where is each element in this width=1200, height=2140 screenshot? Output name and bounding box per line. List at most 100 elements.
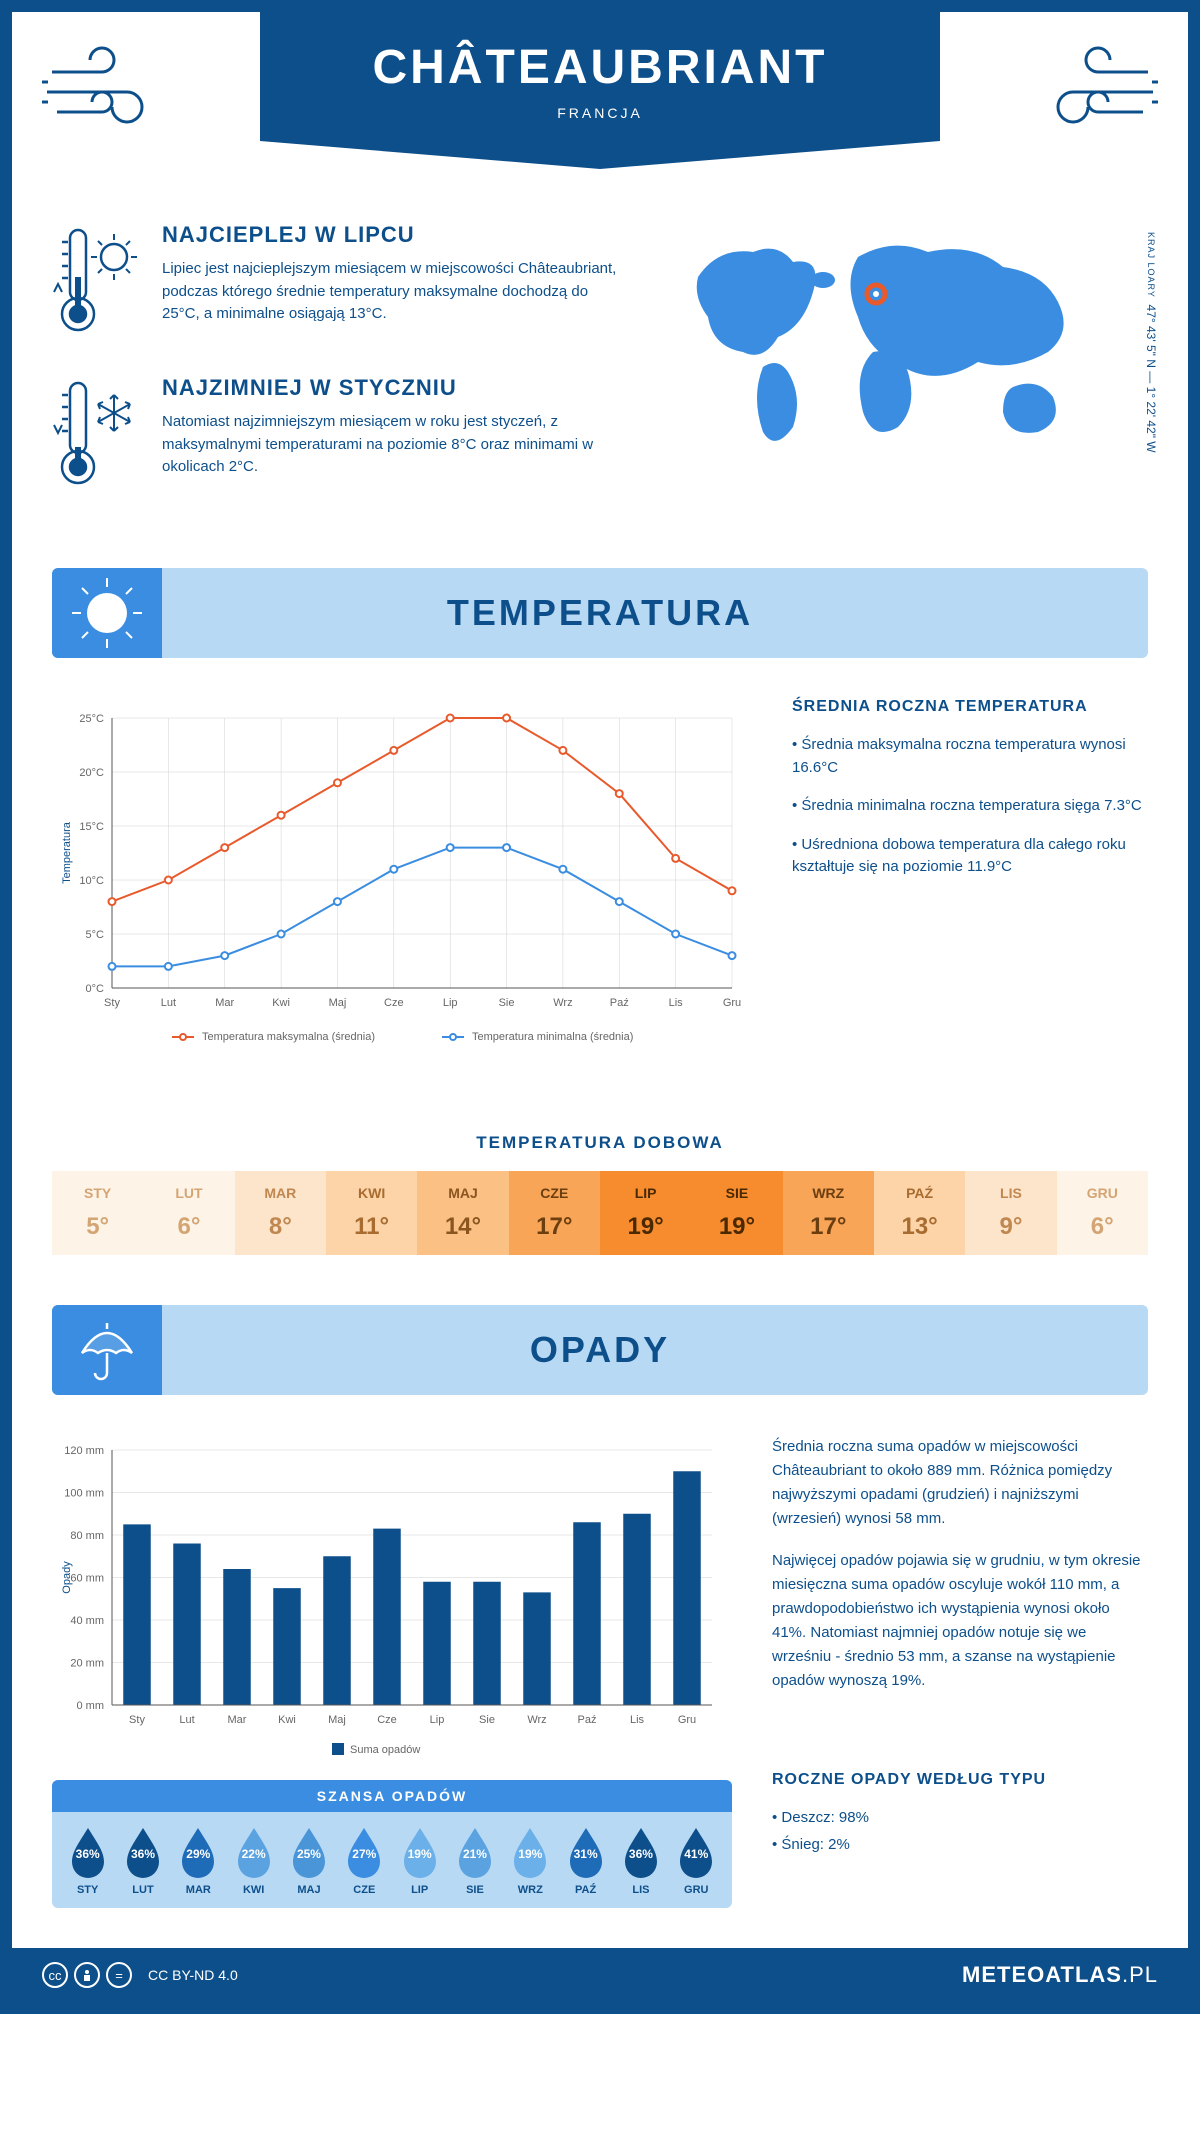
svg-text:20 mm: 20 mm [70, 1658, 104, 1670]
infographic-page: CHÂTEAUBRIANT FRANCJA NAJCIEPLEJ W LIPCU… [0, 0, 1200, 2014]
svg-text:80 mm: 80 mm [70, 1530, 104, 1542]
svg-text:20°C: 20°C [79, 767, 104, 779]
wind-icon [42, 42, 182, 147]
daily-cell: LUT6° [143, 1171, 234, 1255]
daily-cell: LIS9° [965, 1171, 1056, 1255]
svg-text:120 mm: 120 mm [64, 1445, 104, 1457]
temp-bullet: • Średnia minimalna roczna temperatura s… [792, 795, 1148, 818]
temperature-title: TEMPERATURA [447, 592, 753, 634]
svg-text:Cze: Cze [377, 1714, 397, 1726]
svg-text:Mar: Mar [228, 1714, 247, 1726]
daily-cell: MAR8° [235, 1171, 326, 1255]
precip-snow: • Śnieg: 2% [772, 1834, 1148, 1857]
chance-cell: 25%MAJ [281, 1824, 336, 1896]
cc-icon: cc [42, 1962, 68, 1988]
svg-text:Maj: Maj [328, 1714, 346, 1726]
svg-text:Lis: Lis [630, 1714, 645, 1726]
precip-text-2: Najwięcej opadów pojawia się w grudniu, … [772, 1549, 1148, 1693]
svg-text:100 mm: 100 mm [64, 1488, 104, 1500]
svg-text:Wrz: Wrz [553, 997, 572, 1009]
svg-text:40 mm: 40 mm [70, 1615, 104, 1627]
svg-text:5°C: 5°C [86, 929, 105, 941]
avg-temp-title: ŚREDNIA ROCZNA TEMPERATURA [792, 698, 1148, 716]
svg-text:Opady: Opady [61, 1561, 73, 1594]
svg-text:Mar: Mar [215, 997, 234, 1009]
fact-coldest-title: NAJZIMNIEJ W STYCZNIU [162, 375, 628, 401]
daily-cell: CZE17° [509, 1171, 600, 1255]
svg-text:0°C: 0°C [86, 983, 105, 995]
temperature-section-banner: TEMPERATURA [52, 568, 1148, 658]
brand: METEOATLAS.PL [962, 1962, 1158, 1988]
daily-cell: PAŹ13° [874, 1171, 965, 1255]
svg-text:60 mm: 60 mm [70, 1573, 104, 1585]
daily-cell: KWI11° [326, 1171, 417, 1255]
chance-cell: 36%LIS [613, 1824, 668, 1896]
daily-temp-table: STY5°LUT6°MAR8°KWI11°MAJ14°CZE17°LIP19°S… [52, 1171, 1148, 1255]
chance-cell: 21%SIE [447, 1824, 502, 1896]
svg-text:25°C: 25°C [79, 713, 104, 725]
svg-text:Lip: Lip [443, 997, 458, 1009]
chance-cell: 22%KWI [226, 1824, 281, 1896]
precipitation-section-banner: OPADY [52, 1305, 1148, 1395]
svg-text:Paź: Paź [610, 997, 629, 1009]
svg-text:Kwi: Kwi [272, 997, 290, 1009]
daily-cell: LIP19° [600, 1171, 691, 1255]
chance-cell: 27%CZE [337, 1824, 392, 1896]
country-name: FRANCJA [260, 105, 940, 121]
world-map-container: KRAJ LOARY 47° 43' 5" N — 1° 22' 42" W [668, 222, 1148, 528]
svg-text:Sty: Sty [104, 997, 120, 1009]
precipitation-chance-table: SZANSA OPADÓW 36%STY36%LUT29%MAR22%KWI25… [52, 1780, 732, 1908]
chance-cell: 31%PAŹ [558, 1824, 613, 1896]
thermometer-sun-icon [52, 222, 142, 347]
temp-bullet: • Średnia maksymalna roczna temperatura … [792, 734, 1148, 779]
temperature-line-chart: 0°C5°C10°C15°C20°C25°CStyLutMarKwiMajCze… [52, 698, 752, 1073]
city-name: CHÂTEAUBRIANT [260, 40, 940, 95]
license: cc = CC BY-ND 4.0 [42, 1962, 238, 1988]
intro-section: NAJCIEPLEJ W LIPCU Lipiec jest najcieple… [12, 192, 1188, 568]
svg-text:Suma opadów: Suma opadów [350, 1744, 420, 1756]
chance-cell: 41%GRU [669, 1824, 724, 1896]
chance-cell: 19%WRZ [503, 1824, 558, 1896]
svg-text:Lut: Lut [161, 997, 176, 1009]
svg-text:Temperatura: Temperatura [61, 821, 73, 884]
precip-by-type-title: ROCZNE OPADY WEDŁUG TYPU [772, 1771, 1148, 1789]
chance-title: SZANSA OPADÓW [52, 1780, 732, 1812]
svg-text:Cze: Cze [384, 997, 404, 1009]
precipitation-title: OPADY [530, 1329, 670, 1371]
svg-text:15°C: 15°C [79, 821, 104, 833]
svg-text:Kwi: Kwi [278, 1714, 296, 1726]
wind-icon [1018, 42, 1158, 147]
svg-text:Gru: Gru [723, 997, 741, 1009]
umbrella-icon [52, 1305, 162, 1395]
daily-cell: STY5° [52, 1171, 143, 1255]
svg-text:Lip: Lip [430, 1714, 445, 1726]
fact-coldest: NAJZIMNIEJ W STYCZNIU Natomiast najzimni… [52, 375, 628, 500]
svg-text:Gru: Gru [678, 1714, 696, 1726]
temp-bullet: • Uśredniona dobowa temperatura dla całe… [792, 834, 1148, 879]
daily-cell: SIE19° [691, 1171, 782, 1255]
svg-text:Wrz: Wrz [527, 1714, 546, 1726]
license-text: CC BY-ND 4.0 [148, 1967, 238, 1983]
svg-text:0 mm: 0 mm [77, 1700, 105, 1712]
thermometer-snowflake-icon [52, 375, 142, 500]
chance-cell: 19%LIP [392, 1824, 447, 1896]
svg-text:Temperatura maksymalna (średni: Temperatura maksymalna (średnia) [202, 1031, 375, 1043]
coordinates: KRAJ LOARY 47° 43' 5" N — 1° 22' 42" W [1144, 232, 1158, 453]
sun-icon [52, 568, 162, 658]
daily-temp-title: TEMPERATURA DOBOWA [12, 1133, 1188, 1153]
nd-icon: = [106, 1962, 132, 1988]
fact-warmest-text: Lipiec jest najcieplejszym miesiącem w m… [162, 258, 628, 326]
svg-text:Paź: Paź [578, 1714, 597, 1726]
svg-text:Lut: Lut [179, 1714, 194, 1726]
fact-coldest-text: Natomiast najzimniejszym miesiącem w rok… [162, 411, 628, 479]
chance-cell: 29%MAR [171, 1824, 226, 1896]
footer: cc = CC BY-ND 4.0 METEOATLAS.PL [12, 1948, 1188, 2002]
by-icon [74, 1962, 100, 1988]
chance-cell: 36%STY [60, 1824, 115, 1896]
svg-text:Maj: Maj [329, 997, 347, 1009]
temperature-info: ŚREDNIA ROCZNA TEMPERATURA • Średnia mak… [792, 698, 1148, 1073]
svg-text:Sie: Sie [479, 1714, 495, 1726]
fact-warmest-title: NAJCIEPLEJ W LIPCU [162, 222, 628, 248]
precip-rain: • Deszcz: 98% [772, 1807, 1148, 1830]
svg-text:Sty: Sty [129, 1714, 145, 1726]
